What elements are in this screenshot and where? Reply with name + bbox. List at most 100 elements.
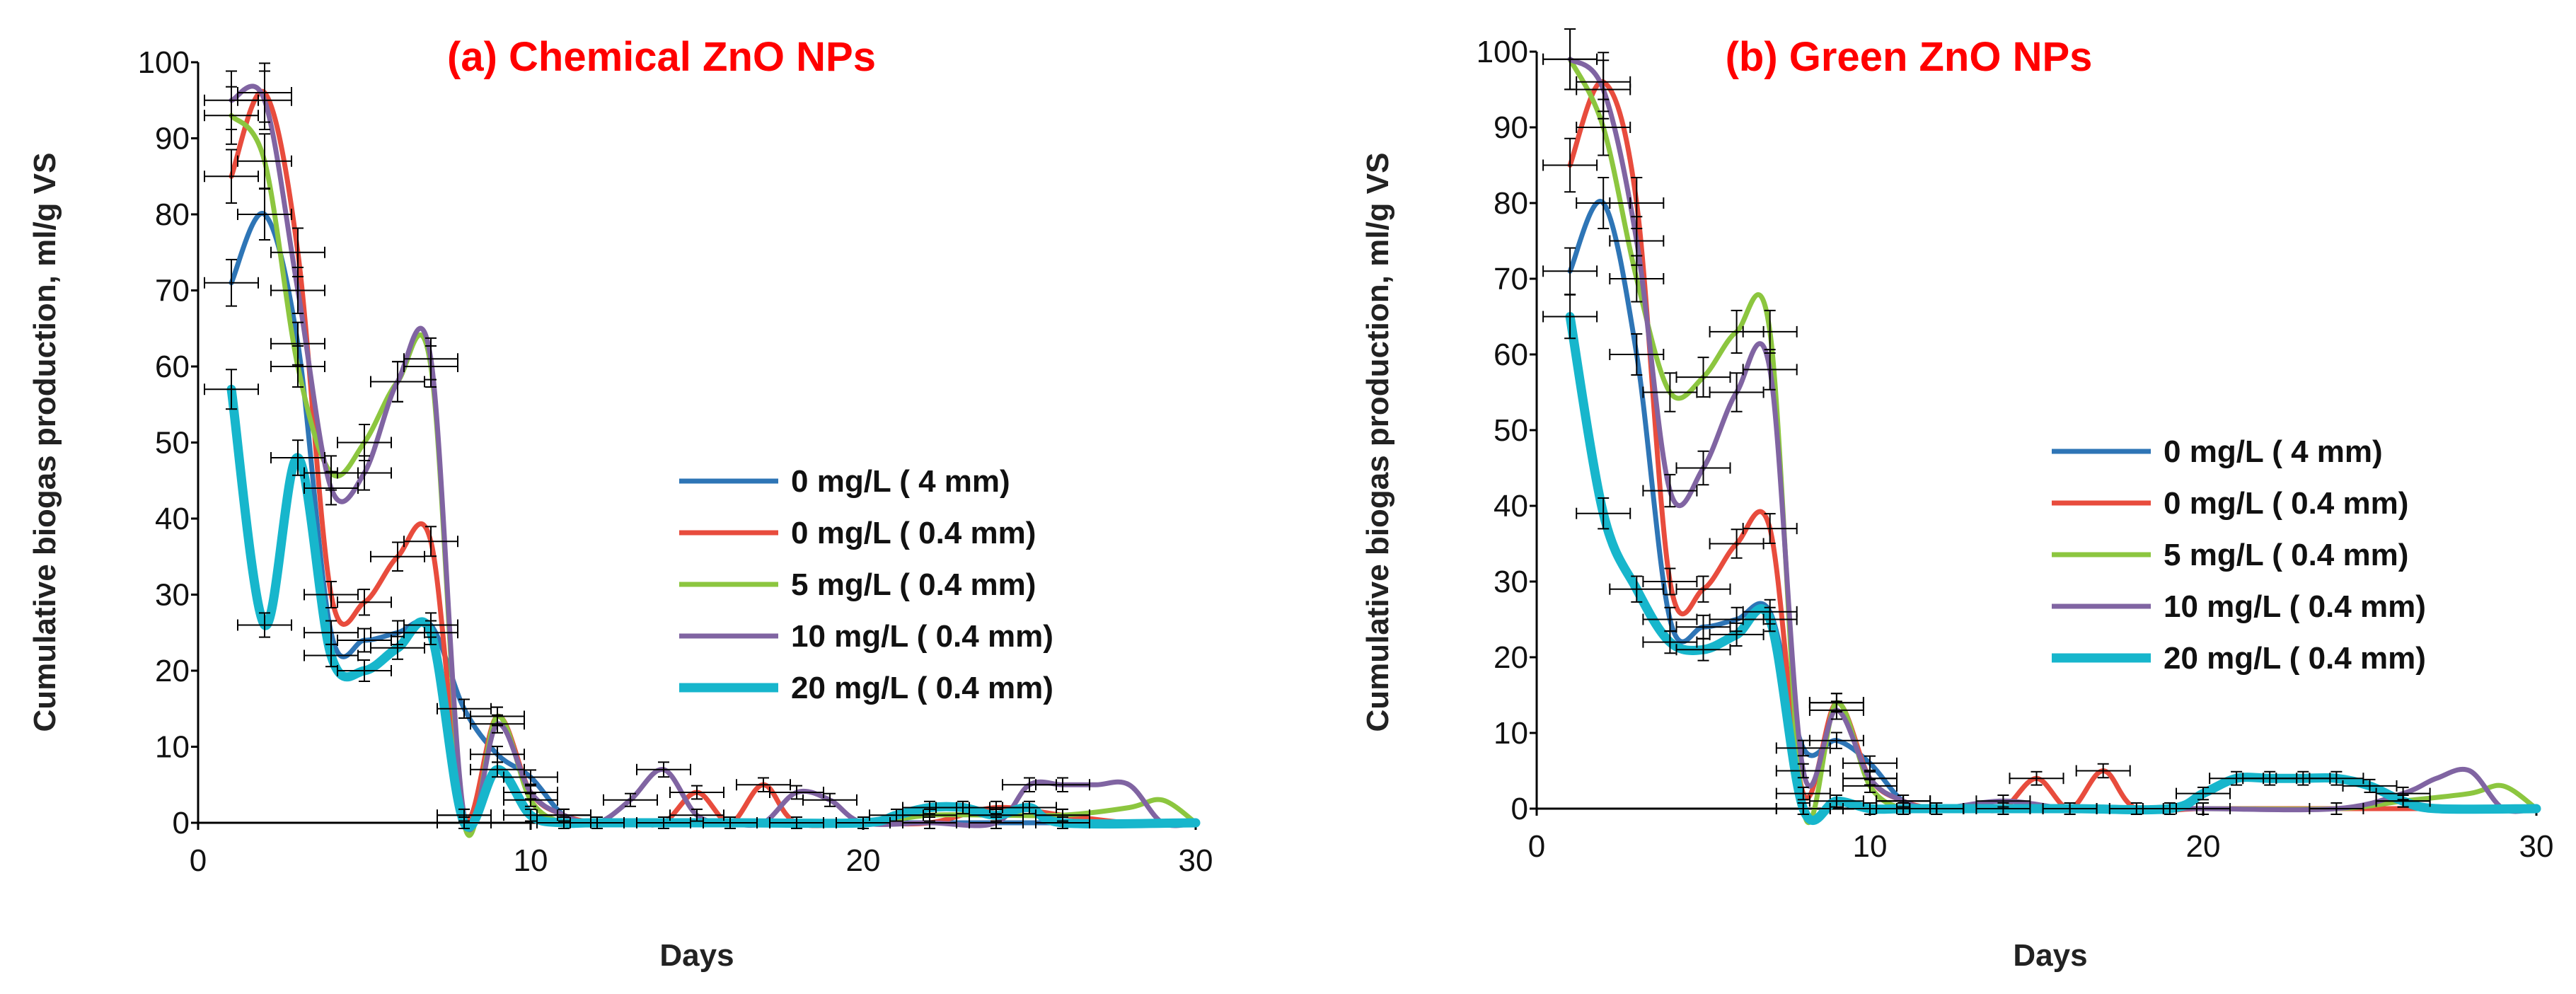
error-bar	[1035, 777, 1090, 792]
error-bar	[1709, 622, 1764, 647]
error-bar	[570, 816, 625, 829]
x-tick-label: 20	[846, 843, 881, 878]
x-tick-label: 0	[1528, 829, 1545, 864]
error-bar	[270, 345, 325, 388]
error-bar	[1576, 497, 1631, 530]
error-bar	[1002, 800, 1057, 815]
series-line-2	[229, 88, 1199, 828]
error-bar	[270, 267, 325, 314]
error-bar	[1775, 763, 1831, 779]
y-tick-label: 80	[1494, 186, 1528, 221]
x-tick-label: 10	[1853, 829, 1888, 864]
error-bar	[1909, 802, 1965, 815]
error-bar	[669, 808, 724, 822]
y-tick-label: 100	[138, 45, 190, 80]
error-bar	[470, 714, 525, 734]
error-bar	[1642, 630, 1698, 654]
y-tick-label: 70	[1494, 262, 1528, 296]
y-tick-label: 50	[155, 426, 190, 461]
chart-panel-a: (a) Chemical ZnO NPs Cumulative biogas p…	[28, 34, 1213, 973]
error-bar	[2375, 794, 2431, 808]
legend-entry: 0 mg/L ( 0.4 mm)	[2164, 486, 2408, 521]
error-bar	[802, 792, 857, 807]
x-axis-label: Days	[659, 938, 734, 973]
error-bar	[2176, 786, 2231, 801]
error-bar	[703, 816, 758, 829]
error-bar	[869, 808, 924, 822]
error-bar	[237, 70, 292, 130]
error-bar	[935, 800, 990, 815]
error-bar	[237, 133, 292, 190]
x-tick-label: 30	[1179, 843, 1213, 878]
legend-entry: 5 mg/L ( 0.4 mm)	[791, 567, 1036, 602]
error-bar	[2009, 770, 2064, 786]
error-bar	[1675, 637, 1731, 661]
error-bar	[503, 769, 558, 785]
error-bar	[1842, 770, 1898, 786]
error-bar	[669, 785, 724, 800]
y-axis-label: Cumulative biogas production, ml/g VS	[1361, 153, 1395, 732]
legend: 0 mg/L ( 4 mm) 0 mg/L ( 0.4 mm) 5 mg/L ( 0…	[679, 464, 1053, 705]
error-bar	[1709, 372, 1764, 412]
error-bar	[1642, 473, 1698, 508]
y-tick-label: 60	[1494, 337, 1528, 372]
error-bar	[1609, 333, 1665, 376]
y-tick-label: 70	[155, 274, 190, 308]
error-bar	[1642, 567, 1698, 596]
x-tick-label: 20	[2186, 829, 2221, 864]
error-bar	[1775, 786, 1831, 801]
error-bar	[337, 628, 392, 653]
error-bar	[1609, 216, 1665, 266]
y-tick-label: 100	[1477, 35, 1528, 69]
error-bar	[2075, 763, 2131, 779]
error-bar	[370, 541, 425, 572]
error-bar	[204, 149, 259, 204]
error-bar	[1609, 575, 1665, 603]
error-bar	[1542, 294, 1598, 340]
series-line-4	[1567, 57, 2539, 814]
y-tick-label: 50	[1494, 413, 1528, 448]
error-bar	[1709, 528, 1764, 559]
error-bar	[403, 526, 458, 557]
error-bar	[304, 581, 359, 608]
error-bar	[337, 659, 392, 682]
error-bar	[636, 761, 691, 778]
legend-entry: 10 mg/L ( 0.4 mm)	[791, 619, 1053, 654]
error-bar	[1975, 794, 2031, 808]
error-bar	[2042, 802, 2098, 815]
error-bar	[1808, 794, 1864, 808]
error-bar	[1576, 98, 1631, 156]
error-bar	[1742, 309, 1798, 354]
error-bar	[370, 635, 425, 660]
error-bar	[1035, 816, 1090, 829]
error-bar	[2309, 770, 2364, 786]
error-bar	[1775, 802, 1831, 815]
chart-title: (a) Chemical ZnO NPs	[447, 34, 876, 80]
x-tick-label: 30	[2519, 829, 2554, 864]
error-bar	[2142, 802, 2197, 815]
series-line-3	[229, 112, 1199, 838]
error-bar	[503, 785, 558, 800]
series-line-1	[229, 211, 1199, 826]
y-tick-label: 30	[155, 578, 190, 613]
error-bar	[1542, 28, 1598, 91]
error-bar	[370, 361, 425, 403]
error-bar	[470, 761, 525, 778]
error-bar	[1675, 357, 1731, 398]
error-bar	[1842, 755, 1898, 771]
legend-entry: 20 mg/L ( 0.4 mm)	[791, 671, 1053, 705]
error-bar	[1876, 802, 1931, 815]
error-bar	[1808, 732, 1864, 749]
y-tick-label: 0	[173, 806, 190, 840]
error-bar	[969, 808, 1024, 822]
y-tick-label: 40	[1494, 489, 1528, 524]
error-bar	[736, 777, 791, 792]
error-bar	[1642, 372, 1698, 412]
legend: 0 mg/L ( 4 mm) 0 mg/L ( 0.4 mm) 5 mg/L ( 0…	[2052, 434, 2426, 676]
error-bar	[337, 455, 392, 491]
chart-title: (b) Green ZnO NPs	[1726, 34, 2093, 80]
error-bar	[403, 337, 458, 381]
error-bar	[836, 816, 891, 829]
error-bar	[1675, 575, 1731, 603]
